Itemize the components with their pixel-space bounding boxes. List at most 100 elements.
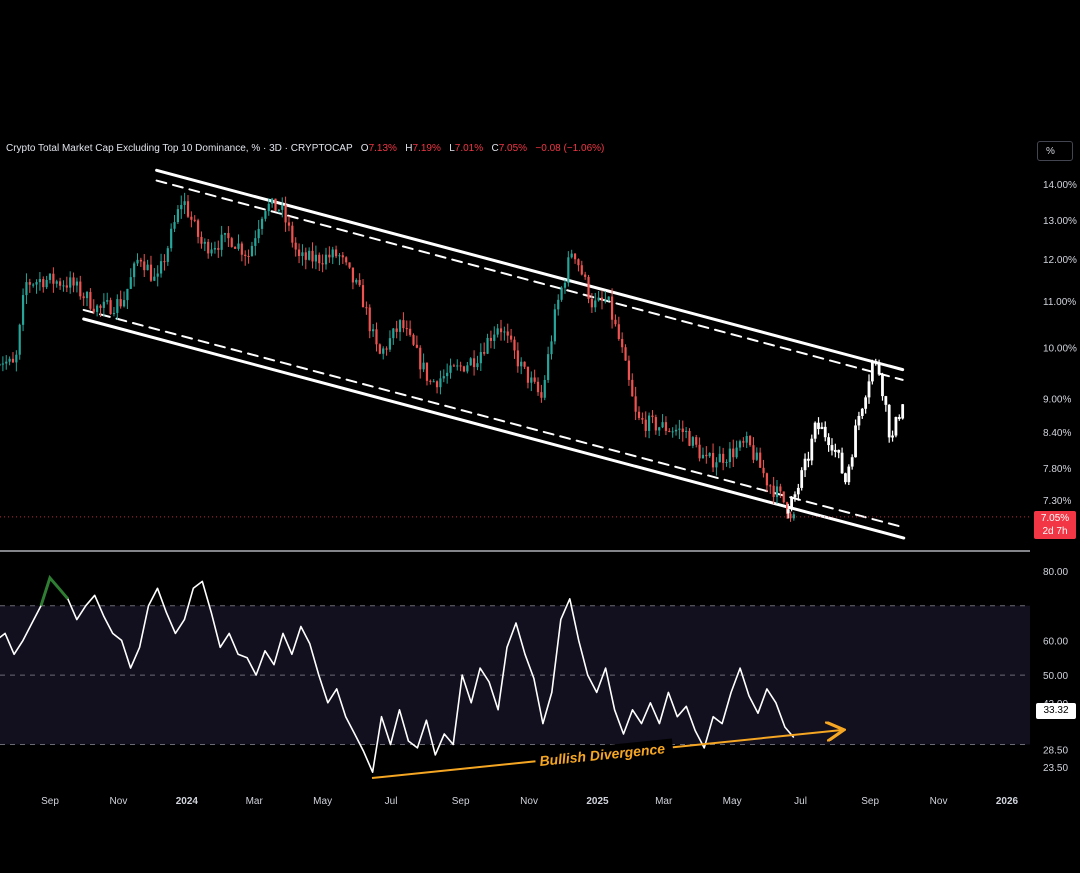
legend-close-value: 7.05% bbox=[498, 143, 528, 154]
candle-body bbox=[772, 485, 775, 498]
candle-body bbox=[254, 238, 257, 246]
candle-body bbox=[540, 392, 543, 398]
candle-body bbox=[146, 264, 149, 271]
projection-candle-body bbox=[800, 470, 804, 488]
candle-body bbox=[553, 309, 556, 342]
channel-upper-line bbox=[155, 168, 905, 372]
candle-body bbox=[681, 428, 684, 433]
candle-body bbox=[715, 462, 718, 468]
candle-body bbox=[459, 365, 462, 367]
candle-body bbox=[765, 473, 769, 486]
candle-body bbox=[402, 320, 405, 329]
candle-body bbox=[99, 305, 102, 308]
symbol-legend[interactable]: Crypto Total Market Cap Excluding Top 10… bbox=[6, 143, 604, 154]
time-axis-tick: Nov bbox=[110, 796, 128, 807]
candle-body bbox=[65, 285, 68, 288]
candle-body bbox=[247, 256, 250, 258]
candle-body bbox=[755, 452, 758, 460]
candle-body bbox=[486, 337, 489, 354]
candle-body bbox=[143, 261, 146, 271]
candle-body bbox=[176, 209, 179, 223]
candle-body bbox=[637, 411, 641, 418]
candle-body bbox=[513, 339, 516, 351]
projection-candle-body bbox=[827, 437, 831, 446]
projection-candle-body bbox=[894, 417, 898, 436]
candle-body bbox=[412, 334, 415, 345]
projection-candle-body bbox=[803, 458, 807, 471]
candle-body bbox=[21, 295, 25, 325]
candle-body bbox=[92, 308, 95, 312]
candle-body bbox=[587, 276, 590, 299]
candle-body bbox=[321, 263, 324, 265]
candle-body bbox=[503, 331, 506, 333]
rsi-axis-tick: 60.00 bbox=[1043, 636, 1068, 647]
candle-body bbox=[15, 354, 18, 363]
candle-body bbox=[446, 372, 449, 377]
candle-body bbox=[345, 257, 348, 263]
candle-body bbox=[493, 334, 496, 341]
candle-body bbox=[668, 430, 671, 432]
candle-body bbox=[604, 300, 607, 302]
candle-body bbox=[82, 296, 85, 299]
candle-body bbox=[429, 380, 432, 382]
candle-body bbox=[79, 281, 82, 297]
candle-body bbox=[183, 201, 186, 205]
candle-body bbox=[331, 249, 334, 258]
candle-body bbox=[462, 366, 466, 372]
candle-body bbox=[250, 245, 254, 257]
candle-body bbox=[506, 331, 509, 336]
time-axis-tick: 2026 bbox=[996, 796, 1019, 807]
projection-candle-body bbox=[867, 381, 871, 398]
candle-body bbox=[112, 312, 116, 315]
candle-body bbox=[375, 329, 378, 345]
rsi-axis-tick: 50.00 bbox=[1043, 671, 1068, 682]
scale-unit-button[interactable]: % bbox=[1037, 141, 1073, 161]
candle-body bbox=[631, 379, 634, 397]
candle-body bbox=[129, 277, 132, 289]
divergence-label-bg bbox=[534, 738, 674, 773]
candle-body bbox=[510, 335, 513, 340]
candle-body bbox=[159, 261, 163, 274]
candle-body bbox=[193, 219, 196, 221]
candle-body bbox=[557, 299, 560, 310]
candle-body bbox=[489, 337, 493, 341]
candle-body bbox=[711, 452, 715, 468]
candle-body bbox=[523, 361, 526, 367]
candle-body bbox=[385, 348, 388, 350]
candle-body bbox=[466, 365, 469, 372]
candle-body bbox=[782, 491, 785, 503]
candle-body bbox=[341, 255, 344, 258]
candle-body bbox=[355, 279, 358, 283]
time-axis-tick: Nov bbox=[520, 796, 538, 807]
candle-body bbox=[735, 447, 738, 458]
candle-body bbox=[775, 486, 779, 498]
candle-body bbox=[769, 485, 772, 487]
candle-body bbox=[520, 361, 523, 367]
candle-body bbox=[648, 415, 651, 431]
projection-candle-body bbox=[796, 487, 800, 495]
projection-candle-body bbox=[854, 425, 857, 458]
candle-body bbox=[149, 264, 153, 281]
rsi-overbought-segment bbox=[39, 574, 69, 607]
projection-candle-body bbox=[810, 438, 814, 461]
candle-body bbox=[96, 305, 99, 312]
time-axis-tick: Sep bbox=[452, 796, 470, 807]
candle-body bbox=[439, 378, 442, 388]
candle-body bbox=[472, 358, 476, 368]
projection-candle-body bbox=[840, 452, 844, 474]
candle-body bbox=[641, 417, 644, 420]
candle-body bbox=[267, 203, 270, 212]
candle-body bbox=[297, 249, 301, 257]
candle-body bbox=[516, 350, 519, 367]
candle-body bbox=[479, 352, 482, 364]
rsi-value-tag: 33.32 bbox=[1036, 703, 1076, 719]
projection-candle-body bbox=[793, 494, 797, 498]
time-axis-tick: May bbox=[723, 796, 742, 807]
candle-body bbox=[624, 347, 627, 361]
candle-body bbox=[338, 255, 341, 257]
projection-candle-body bbox=[820, 426, 824, 430]
candle-body bbox=[432, 381, 435, 383]
candle-body bbox=[237, 243, 240, 249]
projection-candle-body bbox=[786, 509, 790, 514]
